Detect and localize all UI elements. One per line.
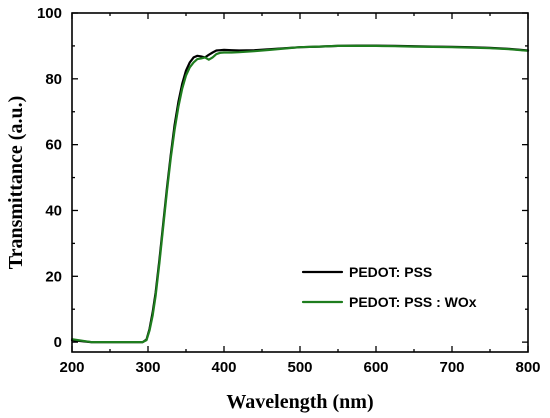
x-tick-label: 800: [515, 359, 540, 376]
legend-label-pedot-pss: PEDOT: PSS: [349, 264, 432, 280]
x-axis-title: Wavelength (nm): [226, 391, 373, 413]
x-tick-label: 700: [439, 359, 464, 376]
x-tick-label: 500: [287, 359, 312, 376]
series-layer: [70, 44, 530, 344]
series-line-1: [70, 44, 530, 344]
x-tick-label: 200: [59, 359, 84, 376]
y-tick-label: 40: [45, 202, 62, 219]
ticks-layer: 200 300 400 500 600 700 800 0 20 40 60 80 100: [37, 5, 541, 376]
x-tick-label: 600: [363, 359, 388, 376]
legend: PEDOT: PSS PEDOT: PSS : WOx: [301, 264, 477, 310]
y-axis-title: Transmittance (a.u.): [5, 96, 27, 270]
y-tick-label: 0: [54, 334, 62, 351]
y-tick-label: 80: [45, 71, 62, 88]
x-tick-label: 300: [135, 359, 160, 376]
y-tick-label: 100: [37, 5, 62, 22]
y-tick-label: 60: [45, 137, 62, 154]
legend-label-pedot-pss-wox: PEDOT: PSS : WOx: [349, 294, 477, 310]
y-tick-label: 20: [45, 268, 62, 285]
x-tick-label: 400: [211, 359, 236, 376]
